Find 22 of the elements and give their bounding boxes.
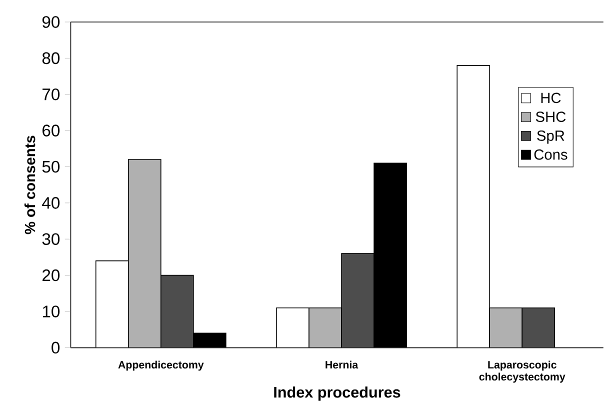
x-tick-label: Appendicectomy xyxy=(118,360,204,371)
legend-label: SpR xyxy=(537,130,564,144)
y-tick-label: 30 xyxy=(42,233,60,246)
y-axis-title: % of consents xyxy=(24,136,36,234)
x-axis-title: Index procedures xyxy=(274,386,400,401)
y-tick-label: 60 xyxy=(42,124,60,137)
bar xyxy=(489,308,523,348)
bar xyxy=(308,308,342,348)
x-tick-label: Laparoscopic cholecystectomy xyxy=(479,360,566,383)
y-tick-label: 80 xyxy=(42,52,60,64)
x-tick-label: Hernia xyxy=(326,360,358,369)
legend-label: Cons xyxy=(534,150,568,160)
legend-label: SHC xyxy=(536,112,566,122)
y-tick-label: 90 xyxy=(42,16,60,28)
y-tick-label: 40 xyxy=(42,197,60,210)
y-tick-label: 20 xyxy=(42,270,60,282)
y-tick-label: 50 xyxy=(42,161,60,173)
y-tick-label: 0 xyxy=(52,342,60,354)
y-tick-label: 10 xyxy=(42,306,60,318)
legend-label: HC xyxy=(541,92,561,104)
y-tick-label: 70 xyxy=(42,88,60,100)
bar xyxy=(128,159,162,348)
